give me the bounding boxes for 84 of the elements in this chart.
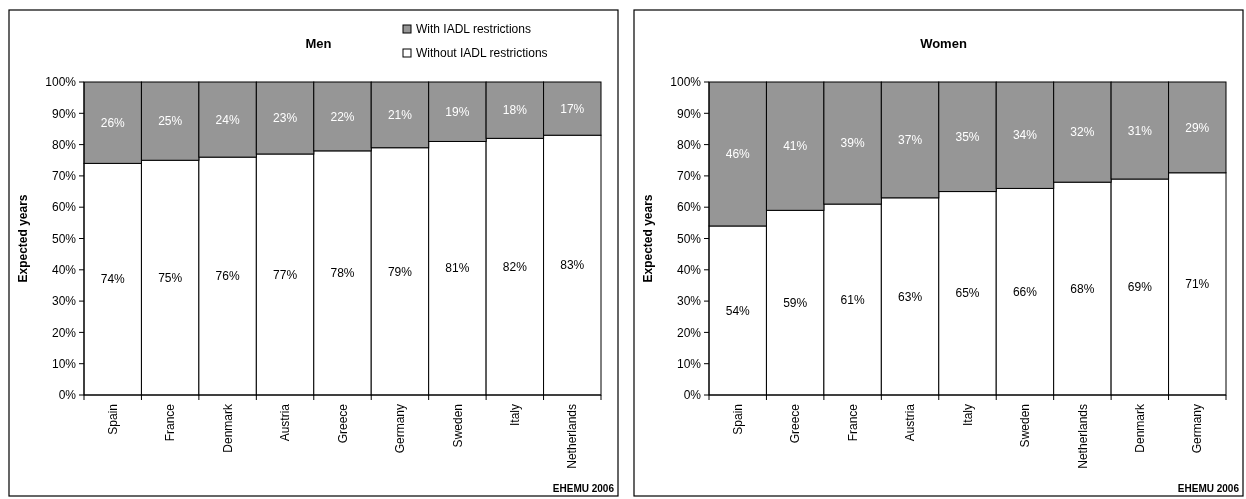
y-tick-label: 10%	[676, 356, 702, 371]
x-tick-label: France	[845, 403, 860, 442]
y-tick-label: 30%	[51, 294, 77, 309]
x-tick-label: Spain	[105, 404, 120, 435]
data-label: 79%	[387, 264, 413, 279]
x-tick-label: Austria	[278, 403, 293, 442]
y-tick-label: 10%	[51, 356, 77, 371]
text: EHEMU 2006	[552, 483, 615, 494]
x-tick-label: Greece	[335, 403, 350, 444]
data-label: 37%	[898, 133, 923, 148]
data-label: 17%	[560, 101, 585, 116]
x-tick-label: Germany	[393, 404, 408, 454]
data-label: 59%	[783, 295, 808, 310]
y-tick-label: 100%	[45, 75, 77, 90]
x-tick-label: Netherlands	[1075, 404, 1090, 469]
y-tick-label: 30%	[676, 294, 702, 309]
y-tick-label: 20%	[51, 325, 77, 340]
x-tick-label: Denmark	[1133, 403, 1148, 453]
y-tick-label: 100%	[670, 75, 702, 90]
chart-title: Men	[305, 36, 332, 51]
x-tick-label: Greece	[788, 403, 803, 444]
x-tick-label: Italy	[960, 404, 975, 427]
data-label: 26%	[100, 115, 126, 130]
data-label: 76%	[215, 269, 240, 284]
data-label: 78%	[330, 266, 355, 281]
chart-title: Women	[920, 36, 967, 51]
y-tick-label: 60%	[51, 200, 77, 215]
y-tick-label: 90%	[676, 106, 702, 121]
x-tick-label: Germany	[1190, 404, 1205, 454]
x-tick-label: Italy	[508, 404, 523, 427]
y-tick-label: 90%	[51, 106, 77, 121]
data-label: 23%	[273, 111, 298, 126]
y-tick-label: 50%	[51, 231, 77, 246]
data-label: 71%	[1185, 277, 1210, 292]
data-label: 19%	[445, 104, 470, 119]
data-label: 81%	[445, 261, 470, 276]
x-tick-label: Sweden	[450, 404, 465, 448]
data-label: 31%	[1127, 123, 1153, 138]
y-tick-label: 0%	[58, 388, 77, 403]
x-tick-label: France	[163, 403, 178, 442]
y-tick-label: 40%	[51, 263, 77, 277]
legend-label: Without IADL restrictions	[416, 46, 548, 61]
data-label: 69%	[1127, 280, 1153, 295]
y-tick-label: 70%	[51, 169, 77, 184]
text: EHEMU 2006	[1177, 483, 1240, 494]
y-tick-label: 70%	[676, 169, 702, 184]
data-label: 61%	[840, 292, 865, 307]
y-tick-label: 0%	[683, 388, 702, 403]
legend-label: With IADL restrictions	[416, 22, 531, 37]
data-label: 74%	[100, 272, 126, 287]
x-tick-label: Austria	[903, 403, 918, 442]
y-tick-label: 20%	[676, 325, 702, 340]
data-label: 24%	[215, 112, 240, 127]
data-label: 82%	[502, 259, 528, 274]
data-label: 75%	[158, 270, 183, 285]
y-tick-label: 40%	[676, 263, 702, 277]
data-label: 41%	[783, 139, 808, 154]
data-label: 39%	[840, 136, 865, 151]
data-label: 63%	[898, 289, 923, 304]
y-tick-label: 80%	[51, 137, 77, 152]
y-tick-label: 60%	[676, 200, 702, 215]
y-axis-title: Expected years	[16, 194, 31, 283]
data-label: 65%	[955, 286, 980, 301]
data-label: 25%	[158, 114, 183, 129]
y-tick-label: 50%	[676, 231, 702, 246]
data-label: 35%	[955, 129, 980, 144]
x-tick-label: Spain	[730, 404, 745, 435]
data-label: 54%	[725, 303, 751, 318]
data-label: 18%	[502, 103, 528, 118]
x-tick-label: Sweden	[1018, 404, 1033, 448]
data-label: 34%	[1012, 128, 1038, 143]
data-label: 29%	[1185, 120, 1210, 135]
data-label: 66%	[1012, 284, 1038, 299]
data-label: 77%	[273, 267, 298, 282]
data-label: 22%	[330, 109, 355, 124]
y-tick-label: 80%	[676, 137, 702, 152]
data-label: 46%	[725, 147, 751, 162]
x-tick-label: Denmark	[220, 403, 235, 453]
x-tick-label: Netherlands	[565, 404, 580, 469]
y-axis-title: Expected years	[641, 194, 656, 283]
data-label: 21%	[387, 108, 413, 123]
data-label: 68%	[1070, 281, 1095, 296]
data-label: 32%	[1070, 125, 1095, 140]
data-label: 83%	[560, 258, 585, 273]
